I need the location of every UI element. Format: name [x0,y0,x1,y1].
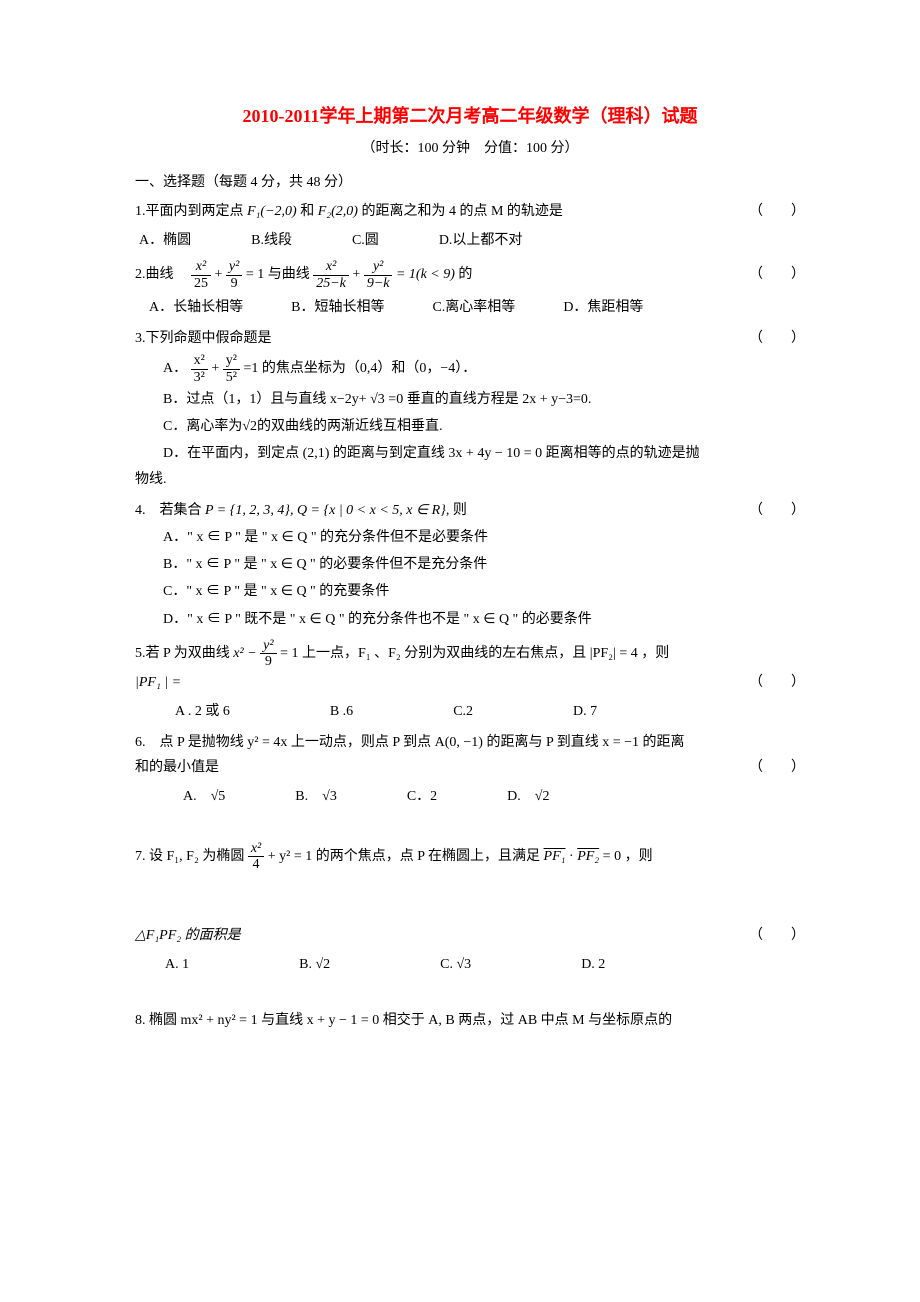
q5-options: A . 2 或 6 B .6 C.2 D. 7 [175,699,805,724]
q4-text: 4. 若集合 P = {1, 2, 3, 4}, Q = {x | 0 < x … [135,498,467,523]
question-6: 6. 点 P 是抛物线 y² = 4x 上一动点，则点 P 到点 A(0, −1… [135,730,805,810]
q1-optD: D.以上都不对 [439,228,523,253]
q6-paren: （ ） [729,755,805,780]
q7-text: 7. 设 F₁, F₂ 为椭圆 x²4 + y² = 1 的两个焦点，点 P 在… [135,841,805,873]
q6-optC: C．2 [407,784,437,809]
q3-optA: A． x²3² + y²5² =1 的焦点坐标为（0,4）和（0，−4）． [163,353,805,385]
q7-optA: A. 1 [165,952,189,977]
q6-optD: D. √2 [507,784,549,809]
q2-optA: A．长轴长相等 [149,295,243,320]
section-header: 一、选择题（每题 4 分，共 48 分） [135,170,805,195]
question-5: 5.若 P 为双曲线 x² − y²9 = 1 上一点，F₁ 、F₂ 分别为双曲… [135,638,805,724]
q6-options: A. √5 B. √3 C．2 D. √2 [183,784,805,809]
q4-optB: B．" x ∈ P " 是 " x ∈ Q " 的必要条件但不是充分条件 [163,552,805,577]
question-8: 8. 椭圆 mx² + ny² = 1 与直线 x + y − 1 = 0 相交… [135,1008,805,1033]
question-4: 4. 若集合 P = {1, 2, 3, 4}, Q = {x | 0 < x … [135,498,805,632]
q2-optD: D．焦距相等 [563,295,643,320]
q1-options: A．椭圆 B.线段 C.圆 D.以上都不对 [139,228,805,253]
q3-optB: B．过点（1，1）且与直线 x−2y+ √3 =0 垂直的直线方程是 2x + … [163,387,805,412]
q5-optB: B .6 [330,699,353,724]
question-3: 3.下列命题中假命题是 （ ） A． x²3² + y²5² =1 的焦点坐标为… [135,326,805,492]
q1-text: 1.平面内到两定点 F₁(−2,0) 和 F₂(2,0) 的距离之和为 4 的点… [135,199,563,224]
q7-line2: △F₁PF₂ 的面积是 [135,923,241,948]
q3-optD: D．在平面内，到定点 (2,1) 的距离与到定直线 3x + 4y − 10 =… [163,441,805,466]
q5-optC: C.2 [453,699,473,724]
question-1: 1.平面内到两定点 F₁(−2,0) 和 F₂(2,0) 的距离之和为 4 的点… [135,199,805,253]
exam-subtitle: （时长：100 分钟 分值：100 分） [135,136,805,161]
q3-optD-cont: 物线. [135,467,805,492]
q5-line2: |PF₁ | = [135,670,181,695]
q7-optB: B. √2 [299,952,330,977]
q8-text: 8. 椭圆 mx² + ny² = 1 与直线 x + y − 1 = 0 相交… [135,1008,805,1033]
q1-optA: A．椭圆 [139,228,191,253]
question-2: 2.曲线 x²25 + y²9 = 1 与曲线 x²25−k + y²9−k =… [135,259,805,320]
q2-optC: C.离心率相等 [432,295,515,320]
exam-title: 2010-2011学年上期第二次月考高二年级数学（理科）试题 [135,100,805,132]
q5-optD: D. 7 [573,699,597,724]
q4-paren: （ ） [729,498,805,523]
q3-optC: C．离心率为√2的双曲线的两渐近线互相垂直. [163,414,805,439]
q5-paren: （ ） [729,670,805,695]
q6-line2: 和的最小值是 [135,755,219,780]
question-7: 7. 设 F₁, F₂ 为椭圆 x²4 + y² = 1 的两个焦点，点 P 在… [135,841,805,978]
q1-optB: B.线段 [251,228,292,253]
q7-optD: D. 2 [581,952,605,977]
q1-paren: （ ） [729,199,805,224]
q4-optA: A．" x ∈ P " 是 " x ∈ Q " 的充分条件但不是必要条件 [163,525,805,550]
q7-options: A. 1 B. √2 C. √3 D. 2 [165,952,805,977]
q6-optB: B. √3 [295,784,337,809]
q2-text: 2.曲线 x²25 + y²9 = 1 与曲线 x²25−k + y²9−k =… [135,259,472,291]
q2-paren: （ ） [729,262,805,287]
q1-optC: C.圆 [352,228,379,253]
q7-paren: （ ） [729,923,805,948]
q5-text: 5.若 P 为双曲线 x² − y²9 = 1 上一点，F₁ 、F₂ 分别为双曲… [135,638,805,670]
q2-options: A．长轴长相等 B．短轴长相等 C.离心率相等 D．焦距相等 [149,295,805,320]
q3-paren: （ ） [729,326,805,351]
q2-optB: B．短轴长相等 [291,295,384,320]
q6-optA: A. √5 [183,784,225,809]
q6-text: 6. 点 P 是抛物线 y² = 4x 上一动点，则点 P 到点 A(0, −1… [135,730,805,755]
q4-optD: D．" x ∈ P " 既不是 " x ∈ Q " 的充分条件也不是 " x ∈… [163,607,805,632]
q4-optC: C．" x ∈ P " 是 " x ∈ Q " 的充要条件 [163,579,805,604]
q7-optC: C. √3 [440,952,471,977]
q5-optA: A . 2 或 6 [175,699,230,724]
q3-text: 3.下列命题中假命题是 [135,326,272,351]
